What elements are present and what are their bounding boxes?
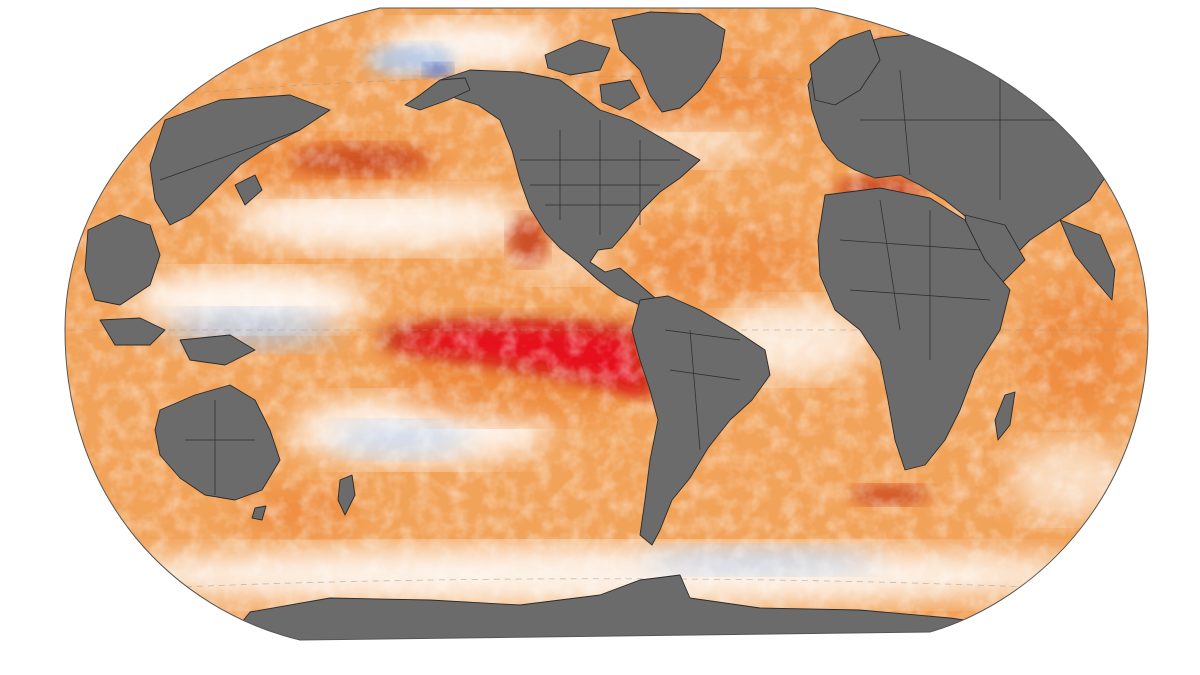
eurasia-landmass <box>149 94 331 226</box>
north-america-landmass <box>599 79 641 111</box>
country-borders <box>159 60 1100 495</box>
globe-outline <box>64 7 1149 641</box>
eurasia-landmass <box>1059 219 1116 301</box>
africa-landmass <box>817 187 1011 471</box>
africa-landmass <box>994 391 1016 441</box>
north-america-landmass <box>544 39 611 76</box>
australia-landmass <box>337 474 356 516</box>
antarctica-landmass <box>199 574 1001 640</box>
eurasia-landmass <box>809 29 881 106</box>
australia-landmass <box>251 505 267 521</box>
greenland-landmass <box>611 11 726 113</box>
eurasia-landmass <box>99 317 166 346</box>
south-america-landmass <box>631 295 771 546</box>
north-america-landmass <box>404 77 471 111</box>
eurasia-landmass <box>179 334 256 366</box>
eurasia-landmass <box>234 174 263 206</box>
land-masses <box>84 11 1136 640</box>
north-america-landmass <box>439 69 701 313</box>
australia-landmass <box>154 384 281 501</box>
eurasia-landmass <box>84 214 161 306</box>
